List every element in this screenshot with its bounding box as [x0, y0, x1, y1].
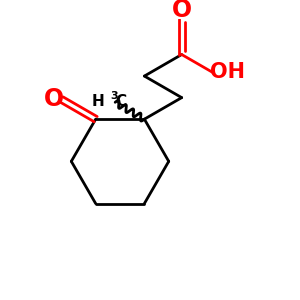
Text: H: H	[91, 94, 104, 109]
Text: O: O	[172, 0, 192, 22]
Text: O: O	[44, 88, 64, 112]
Text: C: C	[115, 94, 126, 109]
Text: 3: 3	[110, 92, 118, 101]
Text: OH: OH	[210, 62, 245, 82]
